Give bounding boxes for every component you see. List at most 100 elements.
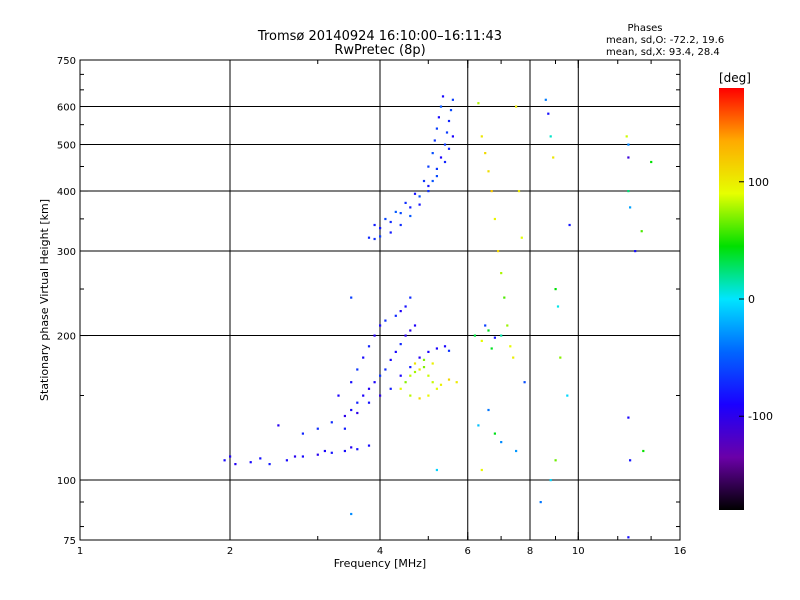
- data-point: [399, 212, 402, 215]
- data-point: [549, 135, 552, 138]
- data-point: [409, 374, 412, 377]
- data-point: [343, 427, 346, 430]
- data-point: [484, 152, 487, 155]
- data-point: [373, 334, 376, 337]
- data-point: [394, 210, 397, 213]
- data-point: [323, 449, 326, 453]
- data-point: [547, 112, 550, 115]
- y-tick-label: 75: [63, 536, 76, 547]
- data-point: [389, 220, 392, 224]
- data-point: [520, 236, 523, 239]
- data-point: [493, 217, 496, 221]
- data-point: [487, 170, 490, 173]
- data-point: [427, 350, 430, 353]
- data-point: [441, 95, 445, 98]
- data-point: [515, 449, 518, 453]
- data-point: [497, 250, 500, 253]
- data-point: [627, 416, 630, 419]
- data-point: [330, 421, 333, 424]
- data-point: [362, 356, 365, 359]
- data-point: [435, 167, 438, 170]
- data-point: [409, 329, 412, 332]
- data-point: [379, 227, 382, 230]
- data-point: [487, 408, 490, 412]
- data-point: [350, 381, 353, 384]
- data-point: [316, 453, 319, 456]
- data-point: [379, 235, 382, 238]
- data-point: [249, 461, 252, 464]
- plot-grid: [80, 60, 680, 540]
- y-tick-label: 300: [57, 247, 76, 258]
- data-point: [634, 250, 637, 253]
- data-point: [435, 387, 438, 390]
- x-tick-label: 6: [465, 546, 471, 557]
- data-point: [556, 305, 560, 308]
- data-point: [350, 296, 353, 299]
- data-point: [427, 184, 430, 188]
- data-point: [389, 387, 392, 390]
- data-point: [439, 156, 443, 159]
- data-point: [487, 329, 490, 332]
- data-point: [490, 347, 493, 350]
- data-point: [404, 334, 407, 337]
- x-tick-label: 4: [377, 546, 383, 557]
- colorbar-label: [deg]: [719, 71, 751, 85]
- data-point: [500, 334, 503, 337]
- data-point: [268, 463, 271, 466]
- data-point: [367, 444, 371, 447]
- data-point: [409, 206, 412, 209]
- x-tick-label: 8: [527, 546, 533, 557]
- data-point: [399, 374, 402, 377]
- data-point: [316, 427, 319, 430]
- data-point: [427, 190, 430, 193]
- data-point: [389, 231, 392, 234]
- y-tick-label: 400: [57, 187, 76, 198]
- data-point: [549, 479, 552, 482]
- data-point: [431, 179, 434, 183]
- data-point: [642, 449, 645, 453]
- data-point: [493, 336, 496, 339]
- data-point: [433, 139, 436, 142]
- data-point: [439, 105, 443, 108]
- data-point: [500, 441, 503, 444]
- data-point: [356, 368, 359, 371]
- data-point: [343, 414, 346, 418]
- data-point: [384, 319, 387, 322]
- data-point: [435, 127, 438, 130]
- data-point: [418, 368, 421, 371]
- y-tick-label: 100: [57, 476, 76, 487]
- data-point: [356, 411, 359, 415]
- phases-x-stats: mean, sd,X: 93.4, 28.4: [606, 47, 720, 58]
- colorbar-tick-label: -100: [748, 410, 773, 423]
- data-point: [431, 362, 434, 365]
- x-tick-label: 2: [227, 546, 233, 557]
- data-point: [422, 366, 426, 369]
- data-point: [455, 381, 458, 384]
- data-point: [554, 459, 557, 462]
- data-point: [399, 343, 402, 346]
- data-point: [379, 394, 382, 397]
- data-point: [404, 305, 407, 308]
- data-point: [427, 394, 430, 397]
- data-point: [443, 345, 447, 348]
- data-point: [650, 160, 653, 164]
- data-point: [356, 401, 359, 404]
- data-point: [627, 190, 630, 193]
- y-tick-label: 600: [57, 103, 76, 114]
- data-point: [418, 397, 421, 400]
- data-point: [367, 387, 371, 390]
- data-point: [515, 105, 518, 108]
- data-point: [330, 451, 333, 454]
- data-point: [418, 203, 421, 206]
- data-point: [418, 356, 421, 359]
- colorbar-tick-label: 100: [748, 176, 769, 189]
- data-point: [451, 135, 454, 138]
- data-point: [539, 501, 542, 504]
- data-point: [435, 347, 438, 350]
- data-point: [451, 98, 454, 101]
- data-point: [409, 366, 412, 369]
- data-point: [301, 432, 304, 435]
- data-points: [223, 95, 653, 539]
- data-point: [435, 175, 438, 178]
